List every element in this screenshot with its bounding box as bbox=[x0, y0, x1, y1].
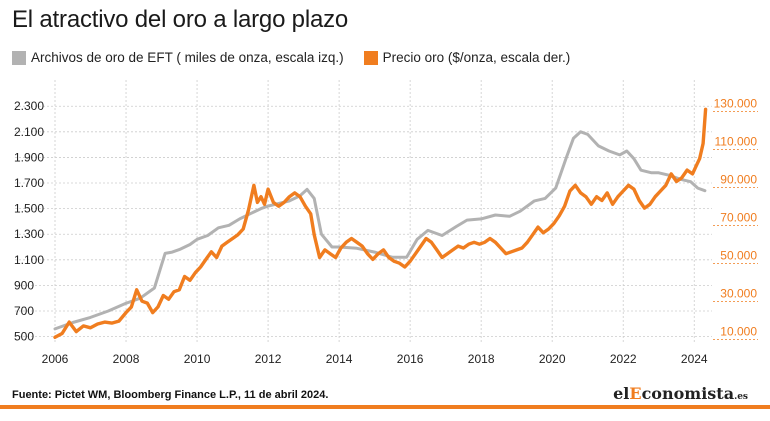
x-tick-label: 2018 bbox=[468, 352, 495, 366]
x-tick-label: 2012 bbox=[255, 352, 282, 366]
x-tick-label: 2006 bbox=[42, 352, 69, 366]
bottom-accent-bar bbox=[0, 405, 770, 409]
x-tick-label: 2024 bbox=[681, 352, 708, 366]
y-left-tick-label: 1.100 bbox=[14, 253, 44, 267]
y-left-tick-label: 2.100 bbox=[14, 125, 44, 139]
x-tick-label: 2020 bbox=[539, 352, 566, 366]
series-line-gold-price bbox=[53, 107, 708, 339]
y-left-tick-label: 1.900 bbox=[14, 150, 44, 164]
y-right-tick-label: 70.000 bbox=[720, 211, 757, 225]
y-right-tick-label: 110.000 bbox=[715, 135, 758, 149]
y-right-tick-label: 50.000 bbox=[720, 249, 757, 263]
x-tick-label: 2016 bbox=[397, 352, 424, 366]
y-left-tick-label: 500 bbox=[14, 330, 34, 344]
y-left-tick-label: 2.300 bbox=[14, 99, 44, 113]
legend-label-etf: Archivos de oro de EFT ( miles de onza, … bbox=[31, 50, 344, 65]
source-note: Fuente: Pictet WM, Bloomberg Finance L.P… bbox=[12, 389, 329, 401]
y-left-tick-label: 1.300 bbox=[14, 227, 44, 241]
y-left-tick-label: 1.700 bbox=[14, 176, 44, 190]
legend-swatch-gray bbox=[12, 50, 26, 65]
y-right-tick-label: 30.000 bbox=[720, 287, 757, 301]
y-left-tick-label: 1.500 bbox=[14, 202, 44, 216]
x-tick-label: 2008 bbox=[113, 352, 140, 366]
legend-item-gold-price: Precio oro ($/onza, escala der.) bbox=[363, 50, 571, 65]
chart-title: El atractivo del oro a largo plazo bbox=[12, 6, 349, 33]
legend-label-gold-price: Precio oro ($/onza, escala der.) bbox=[382, 50, 571, 65]
chart-legend: Archivos de oro de EFT ( miles de onza, … bbox=[12, 50, 590, 65]
series-line-etf bbox=[53, 130, 707, 331]
y-right-tick-label: 130.000 bbox=[714, 97, 758, 111]
x-tick-label: 2014 bbox=[326, 352, 353, 366]
y-left-tick-label: 700 bbox=[14, 304, 34, 318]
brand-logo: elEconomista.es bbox=[613, 384, 748, 403]
legend-swatch-orange bbox=[363, 50, 378, 65]
x-tick-label: 2010 bbox=[184, 352, 211, 366]
y-right-tick-label: 10.000 bbox=[720, 325, 757, 339]
y-left-tick-label: 900 bbox=[14, 278, 34, 292]
legend-item-etf: Archivos de oro de EFT ( miles de onza, … bbox=[12, 50, 344, 65]
y-right-tick-label: 90.000 bbox=[720, 173, 757, 187]
x-tick-label: 2022 bbox=[610, 352, 637, 366]
